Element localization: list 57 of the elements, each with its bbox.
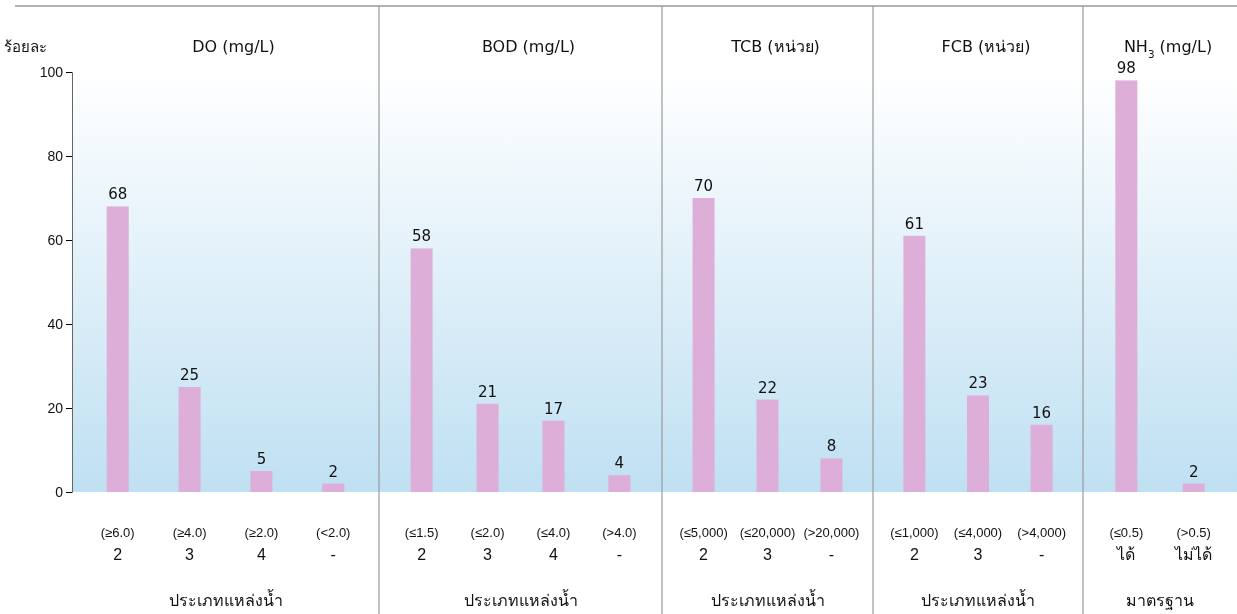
y-tick-label: 100 [39,63,64,80]
chart-title: BOD (mg/L) [481,37,576,56]
x-tick-label: (≥6.0) 2 [100,525,135,563]
data-label: 2 [1188,462,1199,481]
data-label: 68 [108,185,128,204]
x-tick-label: (>0.5) ไม่ได้ [1173,525,1213,563]
data-label: 8 [826,437,837,456]
chart-title: DO (mg/L) [192,37,275,56]
x-axis-title: ประเภทแหล่งน้ำ [710,589,825,610]
chart-title: FCB (หน่วย) [941,37,1031,56]
y-tick-label: 40 [47,315,64,332]
x-tick-label: (≤4.0) 4 [536,525,571,563]
x-tick-label: (≤20,000) 3 [739,525,796,563]
x-tick-label: (≤5,000) 2 [679,525,728,563]
bar [106,206,129,492]
chart-title: NH$_{3}$ (mg/L) [1123,37,1213,60]
x-tick-label: (>20,000) - [803,525,860,563]
y-axis-title: ร้อยละ [4,38,47,56]
x-tick-label: (>4.0) - [602,525,637,563]
y-tick-label: 60 [47,231,64,248]
x-tick-label: (≥4.0) 3 [172,525,207,563]
bar [250,471,273,492]
data-label: 22 [757,378,778,397]
x-tick-label: (≤2.0) 3 [470,525,505,563]
x-tick-label: (≤4,000) 3 [953,525,1003,563]
x-tick-label: (≥2.0) 4 [244,525,279,563]
x-axis-title: มาตรฐาน [1126,591,1194,610]
data-label: 16 [1032,403,1052,422]
bar [476,403,499,492]
x-tick-label: (≤0.5) ได้ [1109,525,1144,563]
x-axis-title: ประเภทแหล่งน้ำ [168,589,283,610]
bar [178,387,201,492]
data-label: 17 [543,399,564,418]
data-label: 25 [180,366,200,384]
data-label: 70 [694,177,714,195]
x-axis-title: ประเภทแหล่งน้ำ [463,589,578,610]
data-label: 4 [614,454,625,473]
y-tick-label: 0 [55,483,64,500]
y-tick-label: 80 [47,147,64,164]
bar [608,475,631,492]
data-label: 5 [256,450,267,468]
data-label: 98 [1116,59,1136,78]
data-label: 58 [412,227,432,246]
chart-title: TCB (หน่วย) [730,37,820,56]
bar [322,483,345,492]
bar [542,420,565,492]
data-label: 61 [904,214,924,233]
data-label: 2 [328,462,339,481]
x-tick-label: (≤1,000) 2 [890,525,939,563]
bar [410,248,433,492]
x-tick-label: (<2.0) - [316,525,351,563]
x-tick-label: (>4,000) - [1017,525,1067,563]
y-tick-label: 20 [47,399,64,416]
x-axis-title: ประเภทแหล่งน้ำ [921,589,1035,610]
x-tick-label: (≤1.5) 2 [404,525,439,563]
data-label: 23 [968,374,988,393]
data-label: 21 [477,382,498,401]
